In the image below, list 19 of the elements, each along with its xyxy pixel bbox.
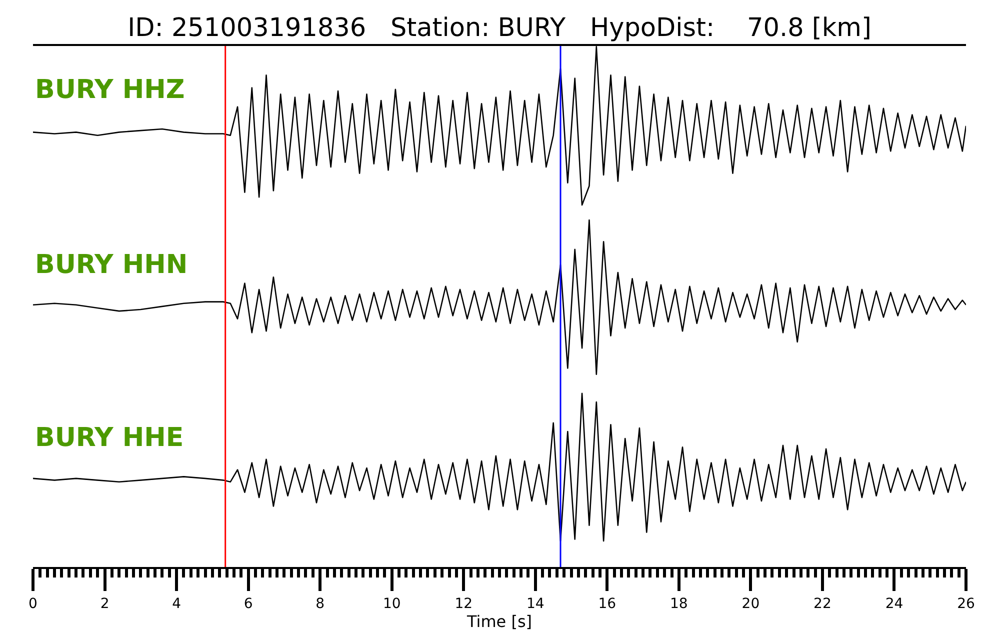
x-tick-label: 22	[814, 596, 832, 612]
series-label: BURY HHN	[35, 250, 188, 280]
x-tick-label: 8	[316, 596, 325, 612]
x-tick-label: 14	[526, 596, 544, 612]
x-tick-label: 16	[598, 596, 616, 612]
series-label: BURY HHZ	[35, 75, 185, 105]
x-tick-label: 6	[244, 596, 253, 612]
x-tick-label: 12	[454, 596, 473, 612]
series-label: BURY HHE	[35, 423, 184, 453]
x-tick-label: 18	[670, 596, 688, 612]
x-tick-label: 24	[885, 596, 904, 612]
x-tick-label: 10	[382, 596, 401, 612]
x-tick-label: 4	[172, 596, 182, 612]
x-tick-label: 0	[28, 596, 38, 612]
x-tick-label: 20	[742, 596, 760, 612]
x-tick-label: 2	[100, 596, 110, 612]
x-axis-title: Time [s]	[466, 612, 532, 631]
x-tick-label: 26	[957, 596, 975, 612]
chart-title: ID: 251003191836 Station: BURY HypoDist: 70.8 [km]	[128, 12, 872, 43]
